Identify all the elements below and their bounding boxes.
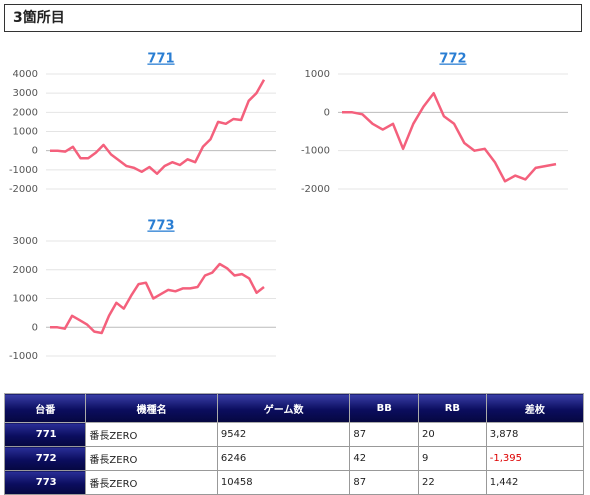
table-cell: 3,878 bbox=[485, 422, 585, 447]
data-table: 台番 機種名 ゲーム数 BB RB 差枚 771 番長ZERO 9542 87 20 3,878 772… bbox=[3, 393, 585, 495]
column-header: ゲーム数 bbox=[216, 393, 351, 423]
table-cell: -1,395 bbox=[485, 446, 585, 471]
y-tick-label: 1000 bbox=[13, 294, 38, 305]
y-tick-label: 1000 bbox=[305, 69, 330, 80]
y-tick-label: 0 bbox=[32, 146, 38, 157]
column-header: 台番 bbox=[3, 393, 87, 423]
table-cell: 番長ZERO bbox=[85, 446, 218, 471]
y-tick-label: -2000 bbox=[9, 184, 38, 195]
table-cell: 番長ZERO bbox=[85, 422, 218, 447]
chart-title-link[interactable]: 773 bbox=[147, 219, 174, 234]
y-tick-label: 3000 bbox=[13, 236, 38, 247]
column-header: BB bbox=[349, 393, 420, 423]
line-chart: 773 -1000 0 1000 2000 3000 bbox=[9, 219, 276, 362]
table-row: 772 番長ZERO 6246 42 9 -1,395 bbox=[3, 446, 585, 471]
y-tick-label: 2000 bbox=[13, 107, 38, 118]
chart-title-link[interactable]: 771 bbox=[147, 52, 174, 67]
table-cell: 9 bbox=[418, 446, 487, 471]
table-cell: 9542 bbox=[216, 422, 351, 447]
column-header: 差枚 bbox=[485, 393, 585, 423]
line-chart: 771 -2000 -1000 0 1000 2000 3000 4000 bbox=[9, 52, 276, 195]
table-cell: 1,442 bbox=[485, 470, 585, 495]
machine-number: 771 bbox=[3, 422, 87, 447]
header-row: 台番 機種名 ゲーム数 BB RB 差枚 bbox=[3, 393, 585, 423]
y-tick-label: -1000 bbox=[9, 165, 38, 176]
y-tick-label: 1000 bbox=[13, 127, 38, 138]
table-row: 771 番長ZERO 9542 87 20 3,878 bbox=[3, 422, 585, 447]
table-cell: 87 bbox=[349, 470, 420, 495]
chart-title-link[interactable]: 772 bbox=[439, 52, 466, 67]
y-tick-label: 2000 bbox=[13, 265, 38, 276]
table-cell: 6246 bbox=[216, 446, 351, 471]
table-cell: 20 bbox=[418, 422, 487, 447]
table-cell: 42 bbox=[349, 446, 420, 471]
series-line bbox=[50, 79, 266, 175]
table-cell: 22 bbox=[418, 470, 487, 495]
line-chart: 772 -2000 -1000 0 1000 bbox=[301, 52, 568, 195]
series-line bbox=[50, 262, 265, 335]
table-cell: 番長ZERO bbox=[85, 470, 218, 495]
machine-number: 773 bbox=[3, 470, 87, 495]
table-cell: 87 bbox=[349, 422, 420, 447]
series-line bbox=[342, 91, 557, 183]
y-tick-label: 4000 bbox=[13, 69, 38, 80]
y-tick-label: 0 bbox=[324, 107, 330, 118]
y-tick-label: -1000 bbox=[301, 146, 330, 157]
column-header: 機種名 bbox=[85, 393, 218, 423]
y-tick-label: 3000 bbox=[13, 88, 38, 99]
y-tick-label: -2000 bbox=[301, 184, 330, 195]
column-header: RB bbox=[418, 393, 487, 423]
y-tick-label: 0 bbox=[32, 322, 38, 333]
table-cell: 10458 bbox=[216, 470, 351, 495]
table-row: 773 番長ZERO 10458 87 22 1,442 bbox=[3, 470, 585, 495]
machine-number: 772 bbox=[3, 446, 87, 471]
section-title: 3箇所目 bbox=[4, 4, 582, 32]
y-tick-label: -1000 bbox=[9, 351, 38, 362]
